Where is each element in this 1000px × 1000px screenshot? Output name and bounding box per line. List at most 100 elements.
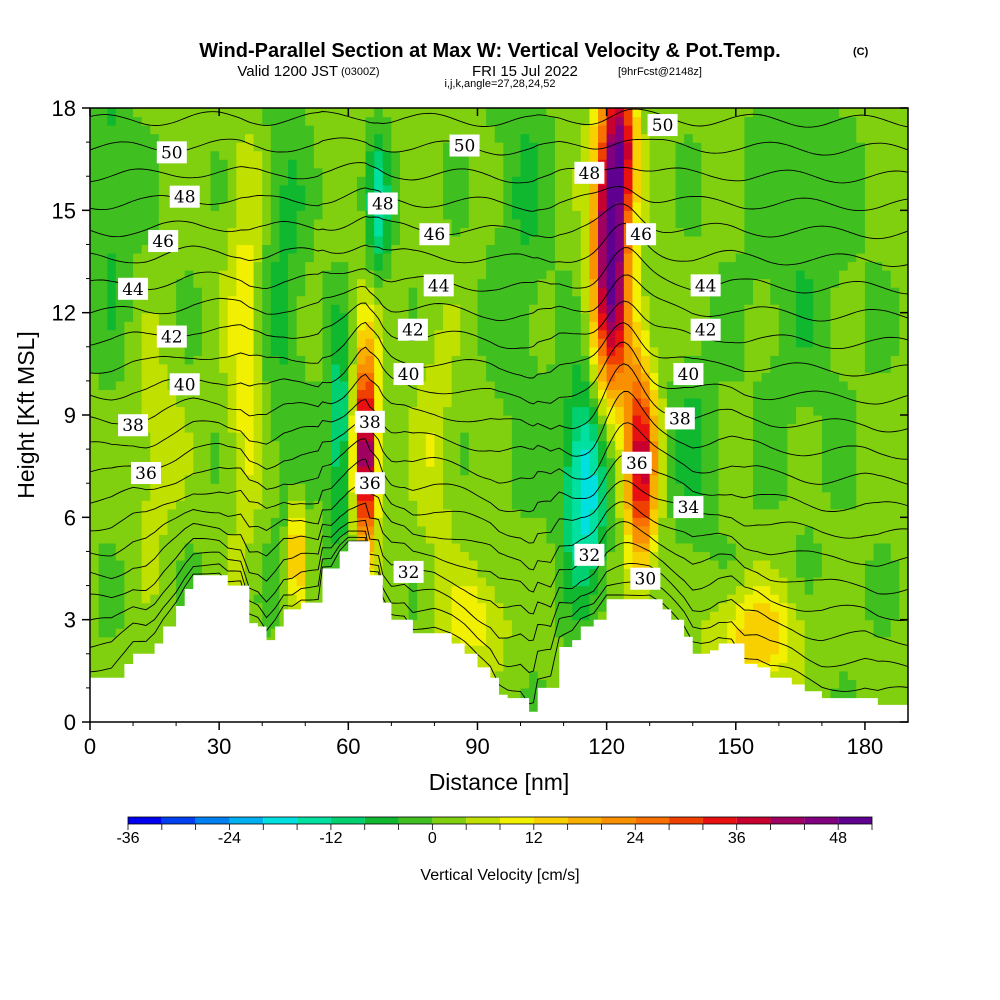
velocity-cell [520,389,530,399]
velocity-cell [98,645,108,655]
velocity-cell [90,645,100,655]
velocity-cell [193,133,203,143]
velocity-cell [107,628,117,638]
velocity-cell [107,201,117,211]
velocity-cell [434,577,444,587]
velocity-cell [486,466,496,476]
velocity-cell [580,125,591,135]
velocity-cell [572,210,582,220]
velocity-cell [141,176,151,186]
velocity-cell [184,125,194,135]
velocity-cell [253,466,263,476]
velocity-cell [675,389,685,399]
velocity-cell [649,508,659,518]
velocity-cell [382,449,392,459]
velocity-cell [658,372,668,382]
velocity-cell [580,287,591,297]
velocity-cell [331,363,341,373]
velocity-cell [443,500,453,510]
velocity-cell [356,508,367,518]
velocity-cell [572,227,582,237]
velocity-cell [150,568,160,578]
velocity-cell [529,449,539,459]
velocity-cell [167,108,177,118]
velocity-cell [374,150,384,160]
velocity-cell [98,312,108,322]
velocity-cell [468,372,479,382]
velocity-cell [417,500,427,510]
velocity-cell [477,201,487,211]
velocity-cell [279,346,289,356]
velocity-cell [537,619,547,629]
velocity-cell [124,338,134,348]
velocity-cell [503,227,513,237]
velocity-cell [554,628,565,638]
velocity-cell [193,125,203,135]
velocity-cell [184,261,194,271]
velocity-cell [623,363,634,373]
velocity-cell [115,218,126,228]
velocity-cell [210,235,220,246]
velocity-cell [382,133,392,143]
velocity-cell [434,406,444,416]
velocity-cell [477,542,487,553]
velocity-cell [425,184,436,194]
velocity-cell [296,389,306,399]
velocity-cell [305,150,315,160]
velocity-cell [141,432,151,442]
velocity-cell [563,577,573,587]
velocity-cell [477,474,487,484]
velocity-cell [451,602,461,612]
velocity-cell [494,483,504,493]
velocity-cell [589,252,599,263]
velocity-cell [494,457,504,467]
velocity-cell [107,210,117,220]
velocity-cell [244,150,255,160]
velocity-cell [546,321,556,331]
velocity-cell [477,193,487,203]
velocity-cell [632,312,642,322]
velocity-cell [124,125,134,135]
velocity-cell [115,252,126,263]
velocity-cell [537,133,547,143]
velocity-cell [468,321,479,331]
velocity-cell [382,525,392,535]
velocity-cell [382,542,392,553]
velocity-cell [167,568,177,578]
velocity-cell [399,252,410,263]
velocity-cell [244,542,255,553]
velocity-cell [115,210,126,220]
velocity-cell [124,559,134,570]
velocity-cell [253,517,263,527]
velocity-cell [253,287,263,297]
velocity-cell [262,517,272,527]
velocity-cell [244,244,255,254]
velocity-cell [675,295,685,305]
velocity-cell [90,534,100,544]
velocity-cell [270,534,281,544]
velocity-cell [193,261,203,271]
velocity-cell [374,397,384,408]
velocity-cell [322,423,332,433]
velocity-cell [322,244,332,254]
velocity-cell [288,287,298,297]
velocity-cell [598,500,608,510]
velocity-cell [176,491,186,501]
velocity-cell [503,577,513,587]
velocity-cell [589,321,599,331]
velocity-cell [98,662,108,672]
velocity-cell [460,559,470,570]
velocity-cell [348,338,358,348]
velocity-cell [150,150,160,160]
velocity-cell [356,380,367,391]
velocity-cell [356,201,367,211]
velocity-cell [537,295,547,305]
velocity-cell [133,568,143,578]
velocity-cell [580,432,591,442]
velocity-cell [425,304,436,314]
velocity-cell [176,577,186,587]
velocity-cell [133,611,143,621]
velocity-cell [615,585,625,595]
velocity-cell [167,159,177,169]
velocity-cell [511,645,522,655]
